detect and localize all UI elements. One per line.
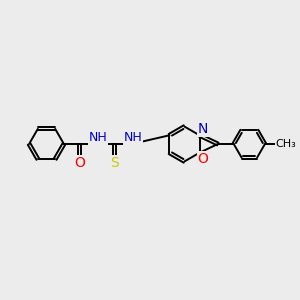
Text: CH₃: CH₃ xyxy=(276,139,296,149)
Text: NH: NH xyxy=(89,131,107,144)
Text: O: O xyxy=(198,152,208,166)
Text: N: N xyxy=(198,122,208,136)
Text: S: S xyxy=(110,156,119,170)
Text: NH: NH xyxy=(124,131,142,144)
Text: O: O xyxy=(74,156,85,170)
